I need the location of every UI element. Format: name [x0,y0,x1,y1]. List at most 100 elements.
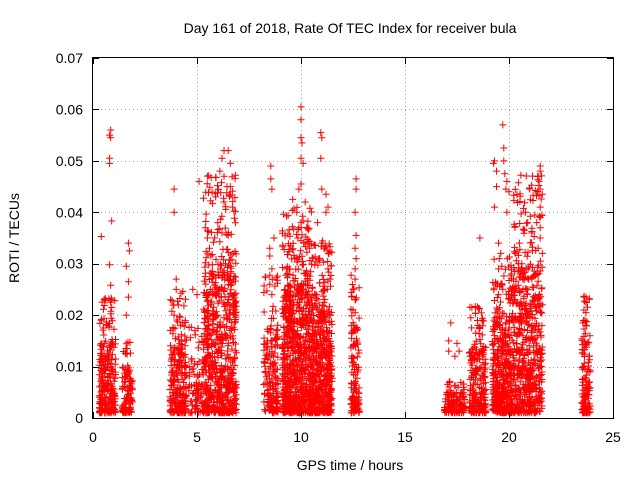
x-tick-label: 10 [293,429,309,445]
data-point [168,354,176,362]
data-point [352,231,360,239]
data-point [181,350,189,358]
data-point [516,220,524,227]
data-point [267,162,275,170]
data-point [232,395,240,403]
data-point [127,385,135,393]
data-point [187,323,195,331]
data-point [501,170,509,178]
data-point [519,225,527,233]
data-point [125,382,133,390]
data-point [97,316,105,324]
data-point [203,307,211,314]
data-point [497,298,504,306]
data-point [261,390,268,398]
data-point [204,250,212,258]
data-point [190,389,197,397]
data-point [212,174,220,181]
data-point [216,225,224,233]
data-point [209,357,217,365]
data-point [170,185,178,193]
data-point [169,324,177,331]
data-point [166,408,174,416]
data-point [97,406,105,414]
data-point [220,323,228,331]
data-point [451,352,459,360]
data-point [97,382,105,390]
data-point [224,347,231,355]
data-point [210,399,217,407]
data-point [108,351,116,359]
data-point [106,346,114,354]
data-point [174,318,182,326]
data-point [105,403,113,411]
data-point [196,394,204,402]
y-tick-label: 0.01 [56,359,83,375]
data-point [272,327,280,335]
data-point [220,392,228,399]
data-point [124,293,132,301]
data-point [212,308,220,316]
data-points [95,103,594,417]
data-point [214,349,222,357]
data-point [260,282,268,290]
data-point [211,386,219,394]
data-point [500,272,508,280]
data-point [122,262,130,270]
data-point [230,339,237,346]
data-point [218,212,226,220]
data-point [202,397,210,405]
data-point [524,219,532,227]
data-point [223,396,231,404]
data-point [218,397,226,404]
data-point [172,285,180,293]
data-point [352,255,360,263]
data-point [533,219,541,227]
data-point [223,189,231,197]
data-point [182,364,190,371]
data-point [538,249,546,257]
data-point [167,296,175,304]
data-point [199,407,207,415]
data-point [212,359,220,366]
data-point [206,388,214,396]
data-point [216,167,224,175]
data-point [226,408,234,416]
data-point [100,331,108,339]
data-point [186,397,194,405]
data-point [111,398,119,406]
data-point [217,335,225,343]
data-point [100,305,107,313]
data-point [317,154,325,162]
data-point [228,187,236,195]
data-point [206,387,214,395]
data-point [270,367,278,375]
data-point [210,303,218,311]
data-point [495,239,503,247]
data-point [260,358,268,366]
data-point [193,371,201,379]
data-point [490,255,498,263]
data-point [99,387,107,395]
data-point [193,405,201,412]
data-point [96,319,104,327]
data-point [100,296,108,304]
data-point [224,231,232,239]
data-point [263,287,271,295]
data-point [536,224,544,232]
data-point [102,402,110,410]
data-point [108,355,116,363]
data-point [203,324,211,332]
data-point [348,312,356,320]
data-point [274,353,282,361]
data-point [182,336,190,344]
data-point [226,159,234,167]
data-point [219,400,227,408]
data-point [111,360,119,368]
data-point [212,313,220,321]
data-point [263,343,271,351]
data-point [112,336,119,343]
data-point [272,380,280,388]
data-point [207,228,215,236]
data-point [224,245,231,253]
